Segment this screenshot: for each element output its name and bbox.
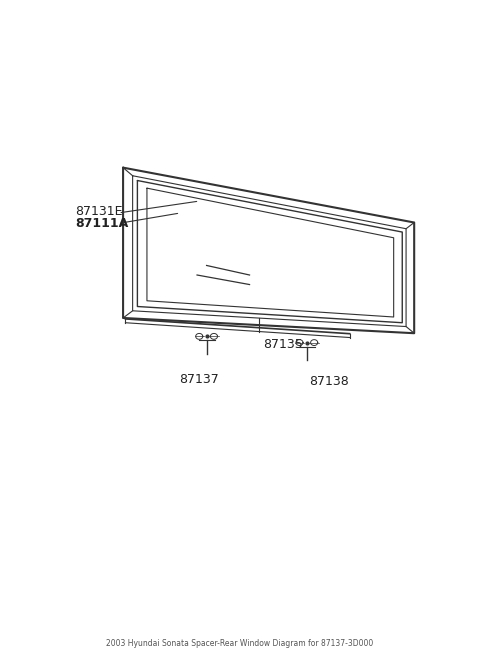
- Text: 87131E: 87131E: [75, 205, 123, 218]
- Text: 87137: 87137: [180, 373, 219, 386]
- Text: 2003 Hyundai Sonata Spacer-Rear Window Diagram for 87137-3D000: 2003 Hyundai Sonata Spacer-Rear Window D…: [107, 639, 373, 648]
- Text: 87138: 87138: [309, 375, 349, 388]
- Text: 87111A: 87111A: [75, 217, 129, 230]
- Text: 87135: 87135: [263, 338, 303, 351]
